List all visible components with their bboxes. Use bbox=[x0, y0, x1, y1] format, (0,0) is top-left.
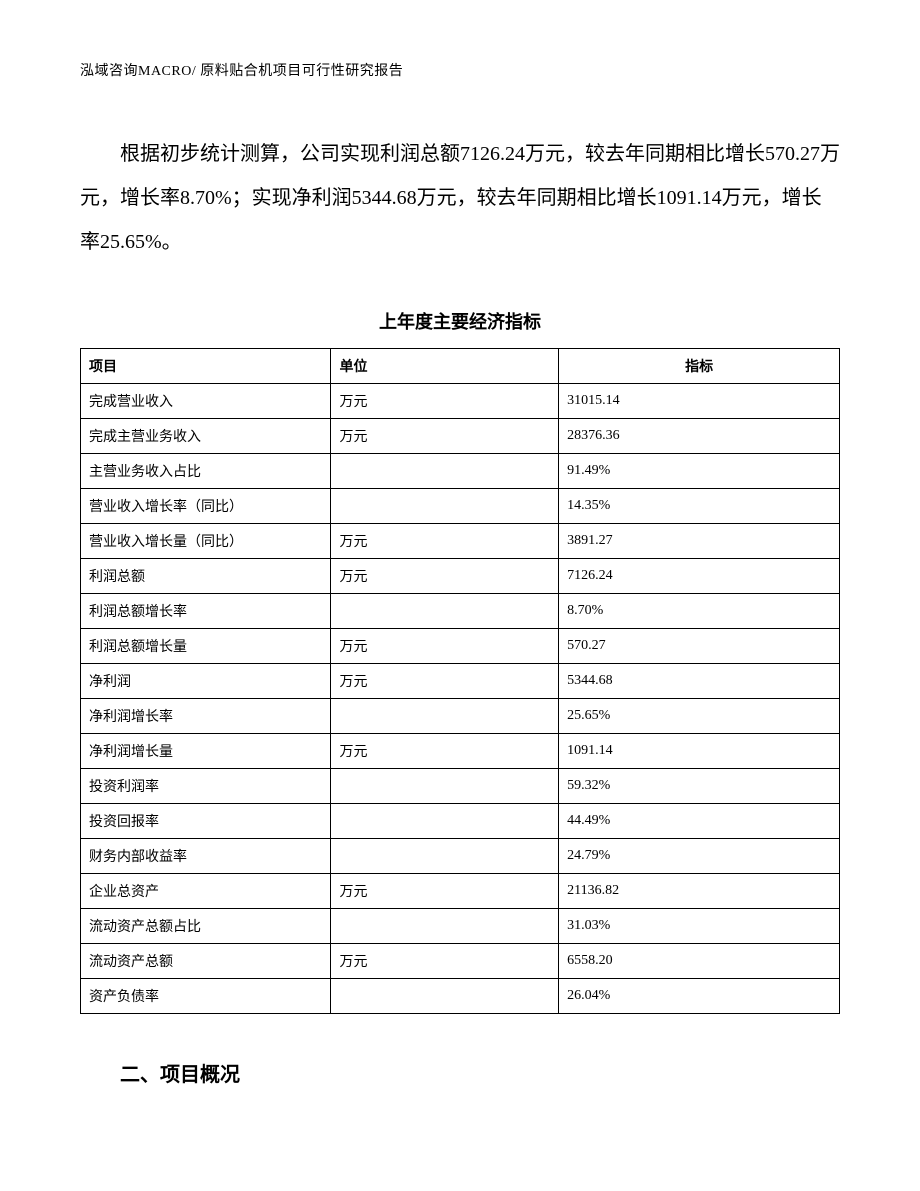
cell-value: 91.49% bbox=[559, 454, 840, 489]
section-heading: 二、项目概况 bbox=[80, 1058, 840, 1087]
cell-unit bbox=[331, 699, 559, 734]
cell-item: 营业收入增长量（同比） bbox=[81, 524, 331, 559]
table-row: 净利润增长率 25.65% bbox=[81, 699, 840, 734]
table-row: 投资利润率 59.32% bbox=[81, 769, 840, 804]
economic-indicators-table: 项目 单位 指标 完成营业收入 万元 31015.14 完成主营业务收入 万元 … bbox=[80, 348, 840, 1014]
cell-item: 资产负债率 bbox=[81, 979, 331, 1014]
cell-value: 14.35% bbox=[559, 489, 840, 524]
cell-unit: 万元 bbox=[331, 734, 559, 769]
cell-unit bbox=[331, 454, 559, 489]
cell-value: 28376.36 bbox=[559, 419, 840, 454]
cell-item: 主营业务收入占比 bbox=[81, 454, 331, 489]
cell-item: 财务内部收益率 bbox=[81, 839, 331, 874]
col-header-item: 项目 bbox=[81, 349, 331, 384]
table-row: 主营业务收入占比 91.49% bbox=[81, 454, 840, 489]
cell-unit bbox=[331, 594, 559, 629]
cell-item: 净利润 bbox=[81, 664, 331, 699]
cell-unit bbox=[331, 804, 559, 839]
table-row: 净利润 万元 5344.68 bbox=[81, 664, 840, 699]
cell-value: 1091.14 bbox=[559, 734, 840, 769]
table-row: 净利润增长量 万元 1091.14 bbox=[81, 734, 840, 769]
cell-value: 24.79% bbox=[559, 839, 840, 874]
cell-unit: 万元 bbox=[331, 384, 559, 419]
cell-value: 59.32% bbox=[559, 769, 840, 804]
cell-value: 5344.68 bbox=[559, 664, 840, 699]
cell-unit: 万元 bbox=[331, 664, 559, 699]
cell-item: 投资利润率 bbox=[81, 769, 331, 804]
paragraph-text: 根据初步统计测算，公司实现利润总额7126.24万元，较去年同期相比增长570.… bbox=[80, 143, 840, 253]
cell-value: 21136.82 bbox=[559, 874, 840, 909]
table-row: 资产负债率 26.04% bbox=[81, 979, 840, 1014]
table-row: 投资回报率 44.49% bbox=[81, 804, 840, 839]
cell-unit: 万元 bbox=[331, 944, 559, 979]
page-header: 泓域咨询MACRO/ 原料贴合机项目可行性研究报告 bbox=[80, 60, 840, 80]
table-row: 流动资产总额 万元 6558.20 bbox=[81, 944, 840, 979]
table-row: 利润总额增长率 8.70% bbox=[81, 594, 840, 629]
cell-value: 44.49% bbox=[559, 804, 840, 839]
cell-value: 3891.27 bbox=[559, 524, 840, 559]
cell-item: 完成主营业务收入 bbox=[81, 419, 331, 454]
cell-item: 流动资产总额 bbox=[81, 944, 331, 979]
header-text: 泓域咨询MACRO/ 原料贴合机项目可行性研究报告 bbox=[80, 64, 403, 79]
cell-value: 570.27 bbox=[559, 629, 840, 664]
col-header-unit: 单位 bbox=[331, 349, 559, 384]
summary-paragraph: 根据初步统计测算，公司实现利润总额7126.24万元，较去年同期相比增长570.… bbox=[80, 132, 840, 264]
cell-unit: 万元 bbox=[331, 629, 559, 664]
cell-value: 8.70% bbox=[559, 594, 840, 629]
cell-unit bbox=[331, 979, 559, 1014]
table-row: 企业总资产 万元 21136.82 bbox=[81, 874, 840, 909]
table-body: 完成营业收入 万元 31015.14 完成主营业务收入 万元 28376.36 … bbox=[81, 384, 840, 1014]
cell-unit bbox=[331, 909, 559, 944]
cell-unit bbox=[331, 769, 559, 804]
cell-unit: 万元 bbox=[331, 419, 559, 454]
cell-unit bbox=[331, 489, 559, 524]
cell-value: 25.65% bbox=[559, 699, 840, 734]
table-title: 上年度主要经济指标 bbox=[80, 308, 840, 334]
cell-unit: 万元 bbox=[331, 559, 559, 594]
cell-item: 净利润增长量 bbox=[81, 734, 331, 769]
cell-item: 流动资产总额占比 bbox=[81, 909, 331, 944]
cell-value: 26.04% bbox=[559, 979, 840, 1014]
table-row: 利润总额增长量 万元 570.27 bbox=[81, 629, 840, 664]
cell-value: 6558.20 bbox=[559, 944, 840, 979]
cell-item: 企业总资产 bbox=[81, 874, 331, 909]
cell-item: 营业收入增长率（同比） bbox=[81, 489, 331, 524]
table-row: 营业收入增长率（同比） 14.35% bbox=[81, 489, 840, 524]
cell-value: 31.03% bbox=[559, 909, 840, 944]
cell-item: 净利润增长率 bbox=[81, 699, 331, 734]
table-row: 利润总额 万元 7126.24 bbox=[81, 559, 840, 594]
cell-value: 7126.24 bbox=[559, 559, 840, 594]
cell-item: 利润总额增长率 bbox=[81, 594, 331, 629]
cell-item: 完成营业收入 bbox=[81, 384, 331, 419]
col-header-value: 指标 bbox=[559, 349, 840, 384]
table-row: 完成营业收入 万元 31015.14 bbox=[81, 384, 840, 419]
cell-unit: 万元 bbox=[331, 524, 559, 559]
document-page: 泓域咨询MACRO/ 原料贴合机项目可行性研究报告 根据初步统计测算，公司实现利… bbox=[0, 0, 920, 1191]
cell-unit: 万元 bbox=[331, 874, 559, 909]
cell-value: 31015.14 bbox=[559, 384, 840, 419]
cell-item: 投资回报率 bbox=[81, 804, 331, 839]
table-header-row: 项目 单位 指标 bbox=[81, 349, 840, 384]
table-row: 完成主营业务收入 万元 28376.36 bbox=[81, 419, 840, 454]
cell-item: 利润总额增长量 bbox=[81, 629, 331, 664]
table-row: 财务内部收益率 24.79% bbox=[81, 839, 840, 874]
table-row: 流动资产总额占比 31.03% bbox=[81, 909, 840, 944]
cell-item: 利润总额 bbox=[81, 559, 331, 594]
table-row: 营业收入增长量（同比） 万元 3891.27 bbox=[81, 524, 840, 559]
cell-unit bbox=[331, 839, 559, 874]
